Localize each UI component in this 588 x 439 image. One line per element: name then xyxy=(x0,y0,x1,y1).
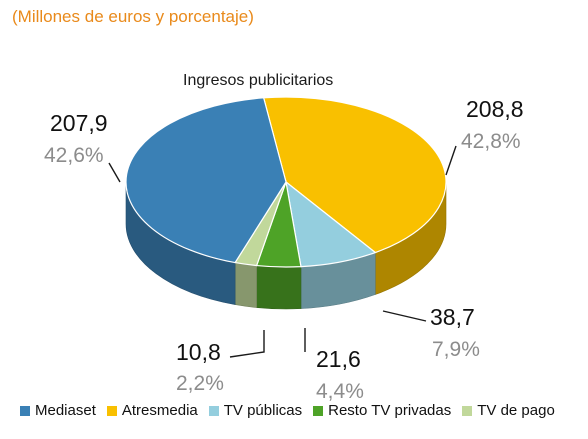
label-value-resto-tv-privadas: 21,6 xyxy=(316,346,361,372)
legend-swatch xyxy=(313,405,324,416)
leader-tv-de-pago xyxy=(229,330,265,358)
leader-tv-publicas xyxy=(382,310,427,322)
legend-item-atresmedia: Atresmedia xyxy=(106,402,198,419)
label-value-tv-de-pago: 10,8 xyxy=(176,339,221,365)
pie-top xyxy=(125,96,447,268)
legend-label: TV de pago xyxy=(477,402,555,419)
legend-label: TV públicas xyxy=(223,402,303,419)
legend-swatch xyxy=(20,405,30,416)
pie-sides xyxy=(125,181,447,310)
pie-slice-mediaset xyxy=(125,97,287,264)
label-value-atresmedia: 208,8 xyxy=(466,96,524,122)
chart-legend: Mediaset Atresmedia TV públicas Resto TV… xyxy=(20,402,555,419)
legend-swatch xyxy=(208,405,219,416)
legend-item-tv-de-pago: TV de pago xyxy=(462,402,555,419)
label-percent-tv-publicas: 7,9% xyxy=(432,338,480,361)
legend-item-mediaset: Mediaset xyxy=(20,402,96,419)
label-percent-tv-de-pago: 2,2% xyxy=(176,372,224,395)
pie-slice-atresmedia xyxy=(262,96,447,254)
legend-label: Mediaset xyxy=(35,402,96,419)
label-percent-atresmedia: 42,8% xyxy=(461,130,521,153)
legend-label: Atresmedia xyxy=(121,402,198,419)
legend-item-resto-tv-privadas: Resto TV privadas xyxy=(313,402,451,419)
label-value-tv-publicas: 38,7 xyxy=(430,304,475,330)
legend-label: Resto TV privadas xyxy=(328,402,452,419)
chart-title: Ingresos publicitarios xyxy=(183,72,334,89)
pie-side-tv-de-pago xyxy=(234,262,257,308)
pie-side-resto-tv-privadas xyxy=(256,265,302,310)
chart-subtitle: (Millones de euros y porcentaje) xyxy=(12,7,254,26)
label-value-mediaset: 207,9 xyxy=(50,110,108,136)
label-percent-resto-tv-privadas: 4,4% xyxy=(316,380,364,403)
leader-atresmedia xyxy=(445,145,457,176)
leader-mediaset xyxy=(108,162,121,183)
legend-swatch xyxy=(462,405,473,416)
legend-item-tv-publicas: TV públicas xyxy=(208,402,303,419)
legend-swatch xyxy=(106,405,117,416)
label-percent-mediaset: 42,6% xyxy=(44,144,104,167)
